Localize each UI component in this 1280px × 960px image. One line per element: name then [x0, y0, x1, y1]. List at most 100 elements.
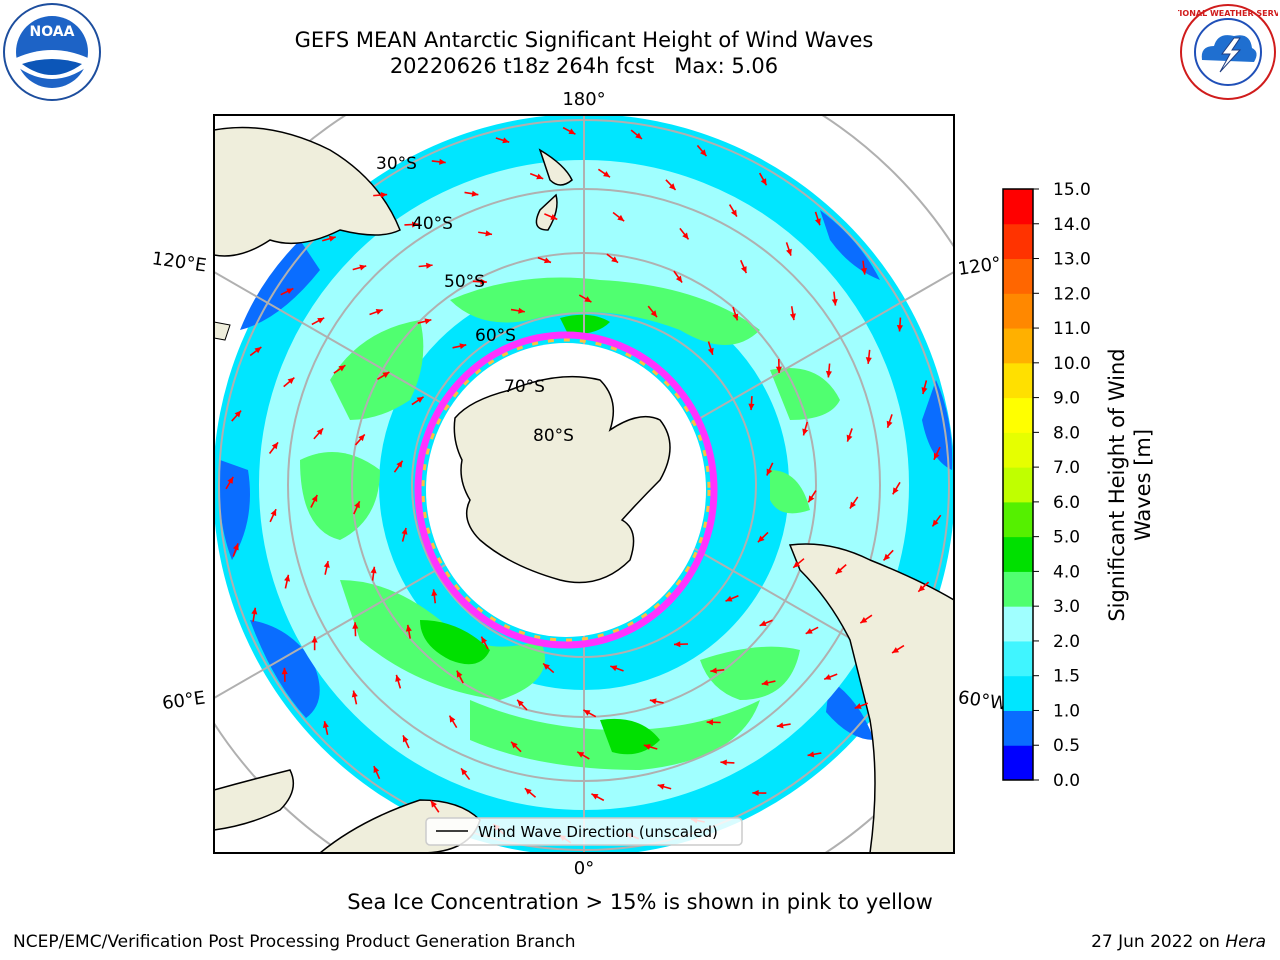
- wave-direction-arrow: [281, 667, 288, 682]
- chart-subtitle: 20220626 t18z 264h fcst Max: 5.06: [389, 54, 779, 78]
- colorbar-swatch: [1003, 432, 1033, 468]
- wave-direction-arrow: [562, 126, 576, 135]
- wave-direction-arrow: [865, 349, 872, 364]
- wave-direction-arrow: [351, 690, 358, 705]
- map-frame: [213, 114, 955, 854]
- wave-direction-arrow: [353, 500, 361, 515]
- colorbar: 0.0 0.5 1.0 1.5 2.0 3.0 4.0 5.0 6.0 7.0 8.0 9.0 10.0…: [1002, 180, 1091, 791]
- wave-zone-3m: [770, 368, 840, 420]
- wave-direction-arrow: [460, 767, 471, 781]
- lon-label-0: 0°: [574, 858, 594, 879]
- lat-label-60s: 60°S: [475, 326, 516, 346]
- wave-direction-arrow: [807, 751, 822, 758]
- wave-direction-arrow: [776, 722, 791, 729]
- wave-direction-arrow: [472, 278, 487, 285]
- wave-direction-arrow: [805, 626, 819, 635]
- colorbar-swatch: [1003, 397, 1033, 433]
- colorbar-swatch: [1003, 258, 1033, 294]
- wave-direction-arrow: [524, 787, 537, 798]
- sea-ice-edge-yellow: [421, 338, 711, 642]
- low-wave-zone: [240, 240, 320, 330]
- colorbar-tick-label: 7.0: [1053, 458, 1080, 478]
- wave-direction-arrow: [311, 636, 318, 651]
- madagascar-landmass: [214, 321, 231, 341]
- wave-direction-arrow: [759, 619, 773, 627]
- wave-direction-arrow: [706, 719, 721, 726]
- wave-direction-arrow: [352, 264, 367, 271]
- wave-direction-arrow: [854, 702, 869, 709]
- wave-zone-3m: [770, 470, 810, 514]
- wave-direction-arrow: [789, 306, 796, 321]
- sea-ice-edge: [414, 331, 718, 649]
- wave-direction-arrow: [377, 371, 390, 381]
- colorbar-swatch: [1003, 606, 1033, 642]
- colorbar-tick-label: 12.0: [1053, 284, 1091, 304]
- colorbar-tick-label: 5.0: [1053, 528, 1080, 548]
- wave-direction-arrow: [647, 305, 658, 318]
- wave-direction-arrow: [510, 307, 525, 314]
- wave-direction-arrow: [728, 204, 738, 217]
- wave-direction-arrow: [657, 783, 672, 790]
- wave-direction-arrow: [516, 699, 528, 711]
- wave-direction-arrow: [480, 636, 489, 650]
- wave-direction-arrow: [630, 129, 643, 140]
- wave-direction-arrow: [352, 622, 359, 637]
- antarctica-landmass: [453, 375, 671, 584]
- wave-direction-arrow: [495, 137, 510, 144]
- wave-direction-arrow: [610, 665, 624, 672]
- wave-direction-arrow: [707, 341, 714, 356]
- wave-direction-arrow: [402, 735, 410, 749]
- lat-label-30s: 30°S: [376, 154, 417, 174]
- colorbar-swatch: [1003, 745, 1033, 781]
- wave-direction-arrow: [404, 221, 419, 228]
- wave-direction-arrow: [612, 211, 625, 222]
- wave-direction-arrow: [431, 589, 438, 604]
- wave-direction-arrow: [268, 441, 279, 455]
- colorbar-tick-label: 9.0: [1053, 389, 1080, 409]
- wave-direction-arrow: [752, 789, 767, 797]
- map-legend: Wind Wave Direction (unscaled): [425, 817, 743, 846]
- wave-direction-arrow: [758, 172, 768, 186]
- wave-direction-arrow: [673, 641, 689, 648]
- wave-direction-arrow: [696, 144, 708, 157]
- wave-direction-arrow: [766, 462, 774, 476]
- wave-direction-arrow: [643, 743, 658, 750]
- nws-logo: NATIONAL WEATHER SERVICE: [1178, 4, 1278, 100]
- wave-direction-arrow: [606, 253, 619, 264]
- wave-direction-arrow: [892, 481, 901, 495]
- wave-direction-arrow: [597, 168, 611, 178]
- wave-direction-arrow: [757, 531, 769, 543]
- wave-direction-arrow: [807, 490, 817, 503]
- wave-direction-arrow: [679, 227, 690, 240]
- wave-direction-arrow: [452, 343, 467, 350]
- wave-direction-arrow: [225, 476, 234, 490]
- colorbar-swatch: [1003, 640, 1033, 677]
- wave-direction-arrow: [649, 698, 664, 705]
- colorbar-swatch: [1003, 710, 1033, 746]
- wave-direction-arrow: [283, 376, 295, 388]
- wave-direction-arrow: [269, 508, 277, 523]
- colorbar-swatch: [1003, 362, 1033, 399]
- wave-direction-arrow: [373, 765, 381, 780]
- low-wave-zone: [826, 680, 874, 740]
- wave-direction-arrow: [310, 494, 318, 508]
- wave-direction-arrow: [576, 751, 590, 760]
- wave-direction-arrow: [933, 446, 941, 461]
- wave-direction-arrow: [673, 270, 683, 283]
- wave-arrows: [225, 126, 942, 844]
- wave-direction-arrow: [814, 211, 821, 226]
- wave-direction-arrow: [354, 433, 366, 446]
- wave-direction-arrow: [405, 624, 412, 639]
- wave-zone-3m: [450, 277, 760, 345]
- colorbar-tick-label: 6.0: [1053, 493, 1080, 513]
- africa-landmass: [214, 769, 295, 831]
- wave-direction-arrow: [921, 380, 928, 395]
- wave-direction-arrow: [542, 662, 555, 674]
- wave-direction-arrow: [846, 428, 853, 442]
- colorbar-tick-label: 15.0: [1053, 180, 1091, 200]
- wave-direction-arrow: [456, 670, 464, 684]
- wave-zone-3m: [300, 452, 380, 540]
- wave-direction-arrow: [401, 527, 408, 542]
- colorbar-swatch: [1003, 189, 1033, 225]
- wave-direction-arrow: [882, 549, 894, 561]
